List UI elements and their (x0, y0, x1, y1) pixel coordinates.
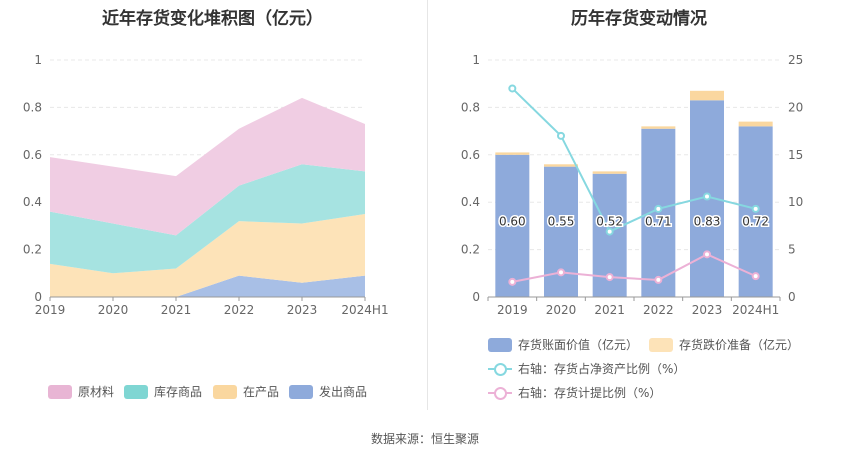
bar-book-value (544, 166, 578, 297)
bar-book-value (641, 128, 676, 297)
y-tick-label: 0.8 (23, 100, 42, 114)
y-right-tick-label: 0 (788, 290, 796, 304)
legend-item[interactable]: 存货账面价值（亿元） (488, 336, 638, 353)
line-series-1 (512, 253, 757, 283)
legend-swatch (213, 384, 237, 399)
legend-label: 存货账面价值（亿元） (518, 338, 639, 352)
bar-impairment-provision (495, 152, 530, 155)
legend-item[interactable]: 原材料 (48, 383, 114, 400)
legend-item[interactable]: 发出商品 (289, 383, 367, 400)
y-left-tick-label: 1 (472, 53, 480, 67)
area-series-1 (50, 214, 365, 297)
legend-swatch (488, 386, 512, 400)
x-tick-label: 2022 (224, 303, 255, 317)
legend-item[interactable]: 右轴：存货计提比例（%） (488, 384, 661, 401)
line-point (605, 227, 614, 236)
x-tick-label: 2022 (643, 303, 674, 317)
bar-data-label: 0.72 (742, 215, 769, 229)
y-left-tick-label: 0.6 (461, 148, 480, 162)
bar-impairment-provision (690, 90, 724, 101)
x-tick-label: 2024H1 (341, 303, 388, 317)
bar-data-label: 0.60 (499, 215, 526, 229)
x-tick-label: 2019 (35, 303, 66, 317)
area-series-2 (50, 164, 365, 274)
legend-swatch (289, 384, 313, 399)
line-point (508, 84, 517, 93)
y-tick-label: 0 (34, 290, 42, 304)
x-tick-label: 2020 (546, 303, 577, 317)
line-point (751, 204, 760, 213)
x-tick-label: 2021 (161, 303, 192, 317)
legend-swatch (488, 362, 512, 376)
y-right-tick-label: 5 (788, 243, 796, 257)
y-right-tick-label: 20 (788, 100, 803, 114)
x-tick-label: 2023 (287, 303, 318, 317)
bar-book-value (495, 154, 530, 297)
legend-swatch (649, 337, 673, 352)
area-series-3 (50, 97, 365, 236)
bar-impairment-provision (544, 164, 578, 167)
y-tick-label: 1 (34, 53, 42, 67)
bar-impairment-provision (738, 121, 773, 127)
stacked-area-chart: 0 0.2 0.4 0.6 0.8 1 2019 2020 2021 2022 2023 2024H1 (23, 53, 389, 317)
y-tick-label: 0.6 (23, 148, 42, 162)
x-tick-label: 2019 (497, 303, 528, 317)
legend-swatch (48, 384, 72, 399)
legend-label: 存货跌价准备（亿元） (679, 338, 800, 352)
legend-item[interactable]: 库存商品 (124, 383, 202, 400)
legend-item[interactable]: 存货跌价准备（亿元） (649, 336, 799, 353)
legend-item[interactable]: 右轴：存货占净资产比例（%） (488, 360, 685, 377)
bar-data-label: 0.55 (548, 215, 575, 229)
left-chart-title: 近年存货变化堆积图（亿元） (102, 9, 323, 29)
y-left-tick-label: 0 (472, 290, 480, 304)
x-tick-label: 2023 (692, 303, 723, 317)
line-point (508, 277, 517, 286)
x-tick-label: 2024H1 (732, 303, 779, 317)
line-point (557, 268, 565, 277)
legend-swatch (124, 384, 148, 399)
y-tick-label: 0.2 (23, 243, 42, 257)
line-series-0 (511, 87, 756, 233)
line-point (751, 272, 760, 281)
y-tick-label: 0.4 (23, 195, 42, 209)
y-right-tick-label: 25 (788, 53, 803, 67)
bar-data-label: 0.83 (694, 215, 721, 229)
bar-data-label: 0.52 (596, 215, 623, 229)
legend-label: 发出商品 (319, 385, 368, 399)
line-point (654, 204, 663, 213)
right-chart-title: 历年存货变动情况 (571, 9, 707, 29)
legend-label: 右轴：存货计提比例（%） (518, 386, 662, 400)
y-left-tick-label: 0.8 (461, 100, 480, 114)
panel-divider (427, 0, 428, 410)
y-right-tick-label: 15 (788, 148, 803, 162)
line-point (654, 275, 663, 284)
data-source-note: 数据来源：恒生聚源 (370, 432, 479, 446)
legend-label: 库存商品 (154, 385, 203, 399)
bar-data-label: 0.71 (645, 215, 672, 229)
legend-label: 右轴：存货占净资产比例（%） (518, 362, 686, 376)
legend-label: 在产品 (243, 385, 280, 399)
legend-label: 原材料 (78, 385, 115, 399)
y-left-tick-label: 0.2 (461, 243, 480, 257)
bar-impairment-provision (641, 126, 676, 129)
line-point (703, 192, 711, 201)
line-point (557, 131, 565, 140)
legend-item[interactable]: 在产品 (213, 383, 279, 400)
legend-swatch (488, 337, 512, 352)
line-point (703, 250, 711, 259)
y-right-tick-label: 10 (788, 195, 803, 209)
line-point (605, 273, 614, 282)
x-tick-label: 2021 (594, 303, 625, 317)
x-tick-label: 2020 (98, 303, 129, 317)
bar-impairment-provision (592, 171, 627, 174)
y-left-tick-label: 0.4 (461, 195, 480, 209)
